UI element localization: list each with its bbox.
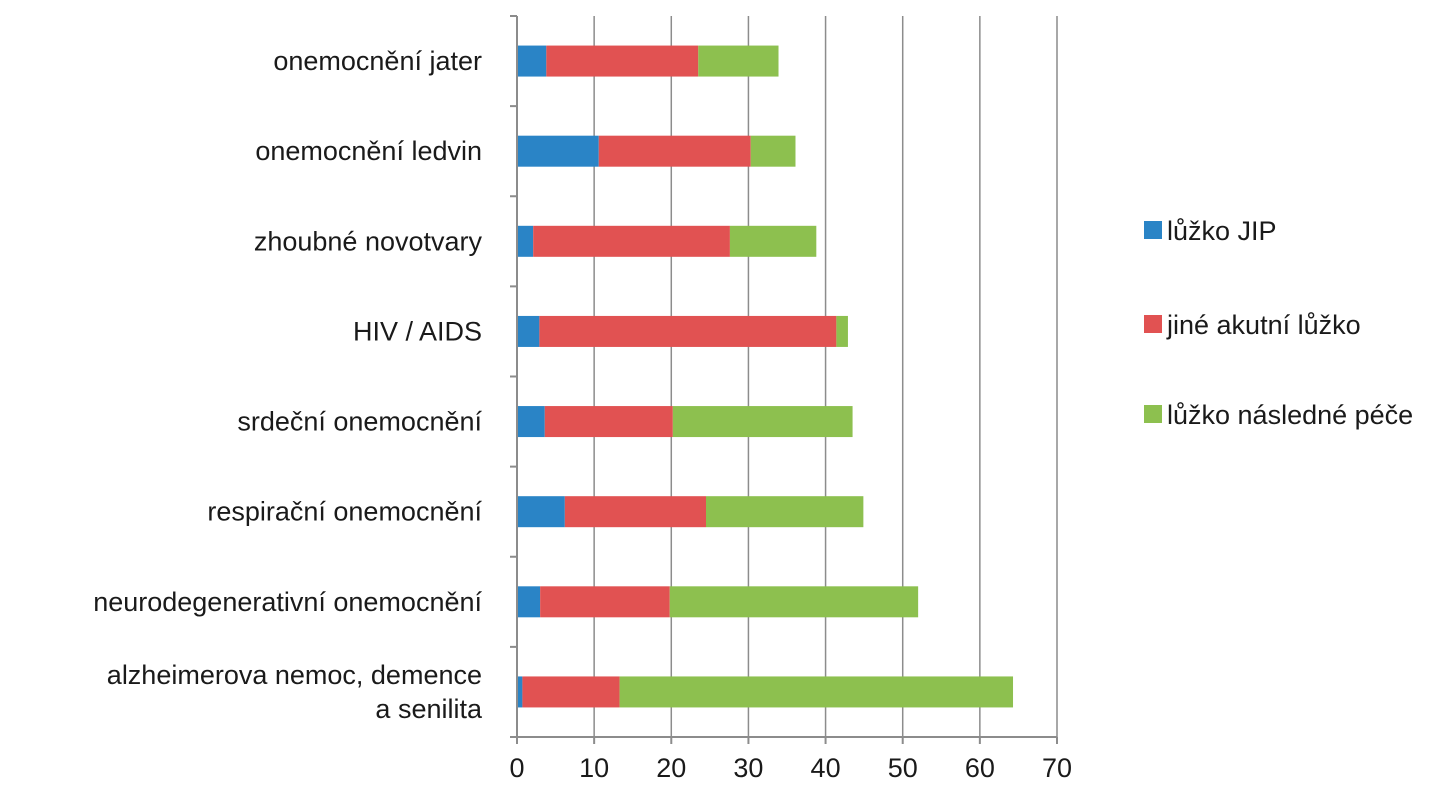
- legend-label-1: lůžko JIP: [1167, 216, 1277, 246]
- bar-1-1: [517, 45, 547, 77]
- bar-1-5: [517, 406, 545, 438]
- gridlines: [593, 16, 1058, 737]
- bar-3-8: [619, 676, 1014, 708]
- bar-2-3: [533, 225, 730, 257]
- category-labels: onemocnění jater onemocnění ledvin zhoubné…: [93, 46, 483, 724]
- legend-swatch-2: [1144, 315, 1162, 333]
- bar-2-2: [598, 135, 751, 167]
- category-label-1: onemocnění jater: [273, 46, 482, 76]
- bar-3-1: [698, 45, 779, 77]
- x-tick-label-30: 30: [733, 753, 763, 783]
- category-label-4: HIV / AIDS: [353, 316, 482, 346]
- legend-swatch-3: [1144, 405, 1162, 423]
- bar-1-8: [517, 676, 523, 708]
- bar-1-2: [517, 135, 599, 167]
- bar-1-4: [517, 315, 540, 347]
- bar-3-4: [836, 315, 848, 347]
- x-tick-label-10: 10: [579, 753, 609, 783]
- x-tick-label-60: 60: [965, 753, 995, 783]
- bar-2-1: [546, 45, 699, 77]
- bar-1-3: [517, 225, 534, 257]
- category-label-3: zhoubné novotvary: [254, 226, 483, 256]
- x-tick-label-20: 20: [656, 753, 686, 783]
- legend: lůžko JIP jiné akutní lůžko lůžko následné…: [1144, 216, 1413, 430]
- axes: [510, 15, 1058, 744]
- x-tick-label-0: 0: [509, 753, 524, 783]
- bar-2-4: [539, 315, 837, 347]
- x-tick-label-70: 70: [1042, 753, 1072, 783]
- x-tick-label-40: 40: [811, 753, 841, 783]
- x-tick-label-50: 50: [888, 753, 918, 783]
- category-label-2: onemocnění ledvin: [255, 136, 482, 166]
- category-label-8: alzheimerova nemoc, demence a senilita: [107, 660, 483, 724]
- bar-2-6: [564, 496, 706, 528]
- category-label-5: srdeční onemocnění: [237, 407, 482, 437]
- bar-3-6: [706, 496, 864, 528]
- legend-label-3: lůžko následné péče: [1167, 400, 1413, 430]
- legend-label-2: jiné akutní lůžko: [1166, 310, 1361, 340]
- category-label-7: neurodegenerativní onemocnění: [93, 587, 482, 617]
- x-tick-labels: 0 10 20 30 40 50 60 70: [509, 753, 1072, 783]
- bar-2-5: [544, 406, 673, 438]
- bars: [517, 45, 1014, 708]
- bar-3-5: [672, 406, 853, 438]
- bar-2-8: [522, 676, 620, 708]
- bar-3-7: [669, 586, 919, 618]
- bar-3-2: [750, 135, 796, 167]
- legend-swatch-1: [1144, 221, 1162, 239]
- bar-1-6: [517, 496, 565, 528]
- bar-3-3: [729, 225, 817, 257]
- bar-1-7: [517, 586, 541, 618]
- bar-2-7: [540, 586, 670, 618]
- category-label-6: respirační onemocnění: [207, 497, 482, 527]
